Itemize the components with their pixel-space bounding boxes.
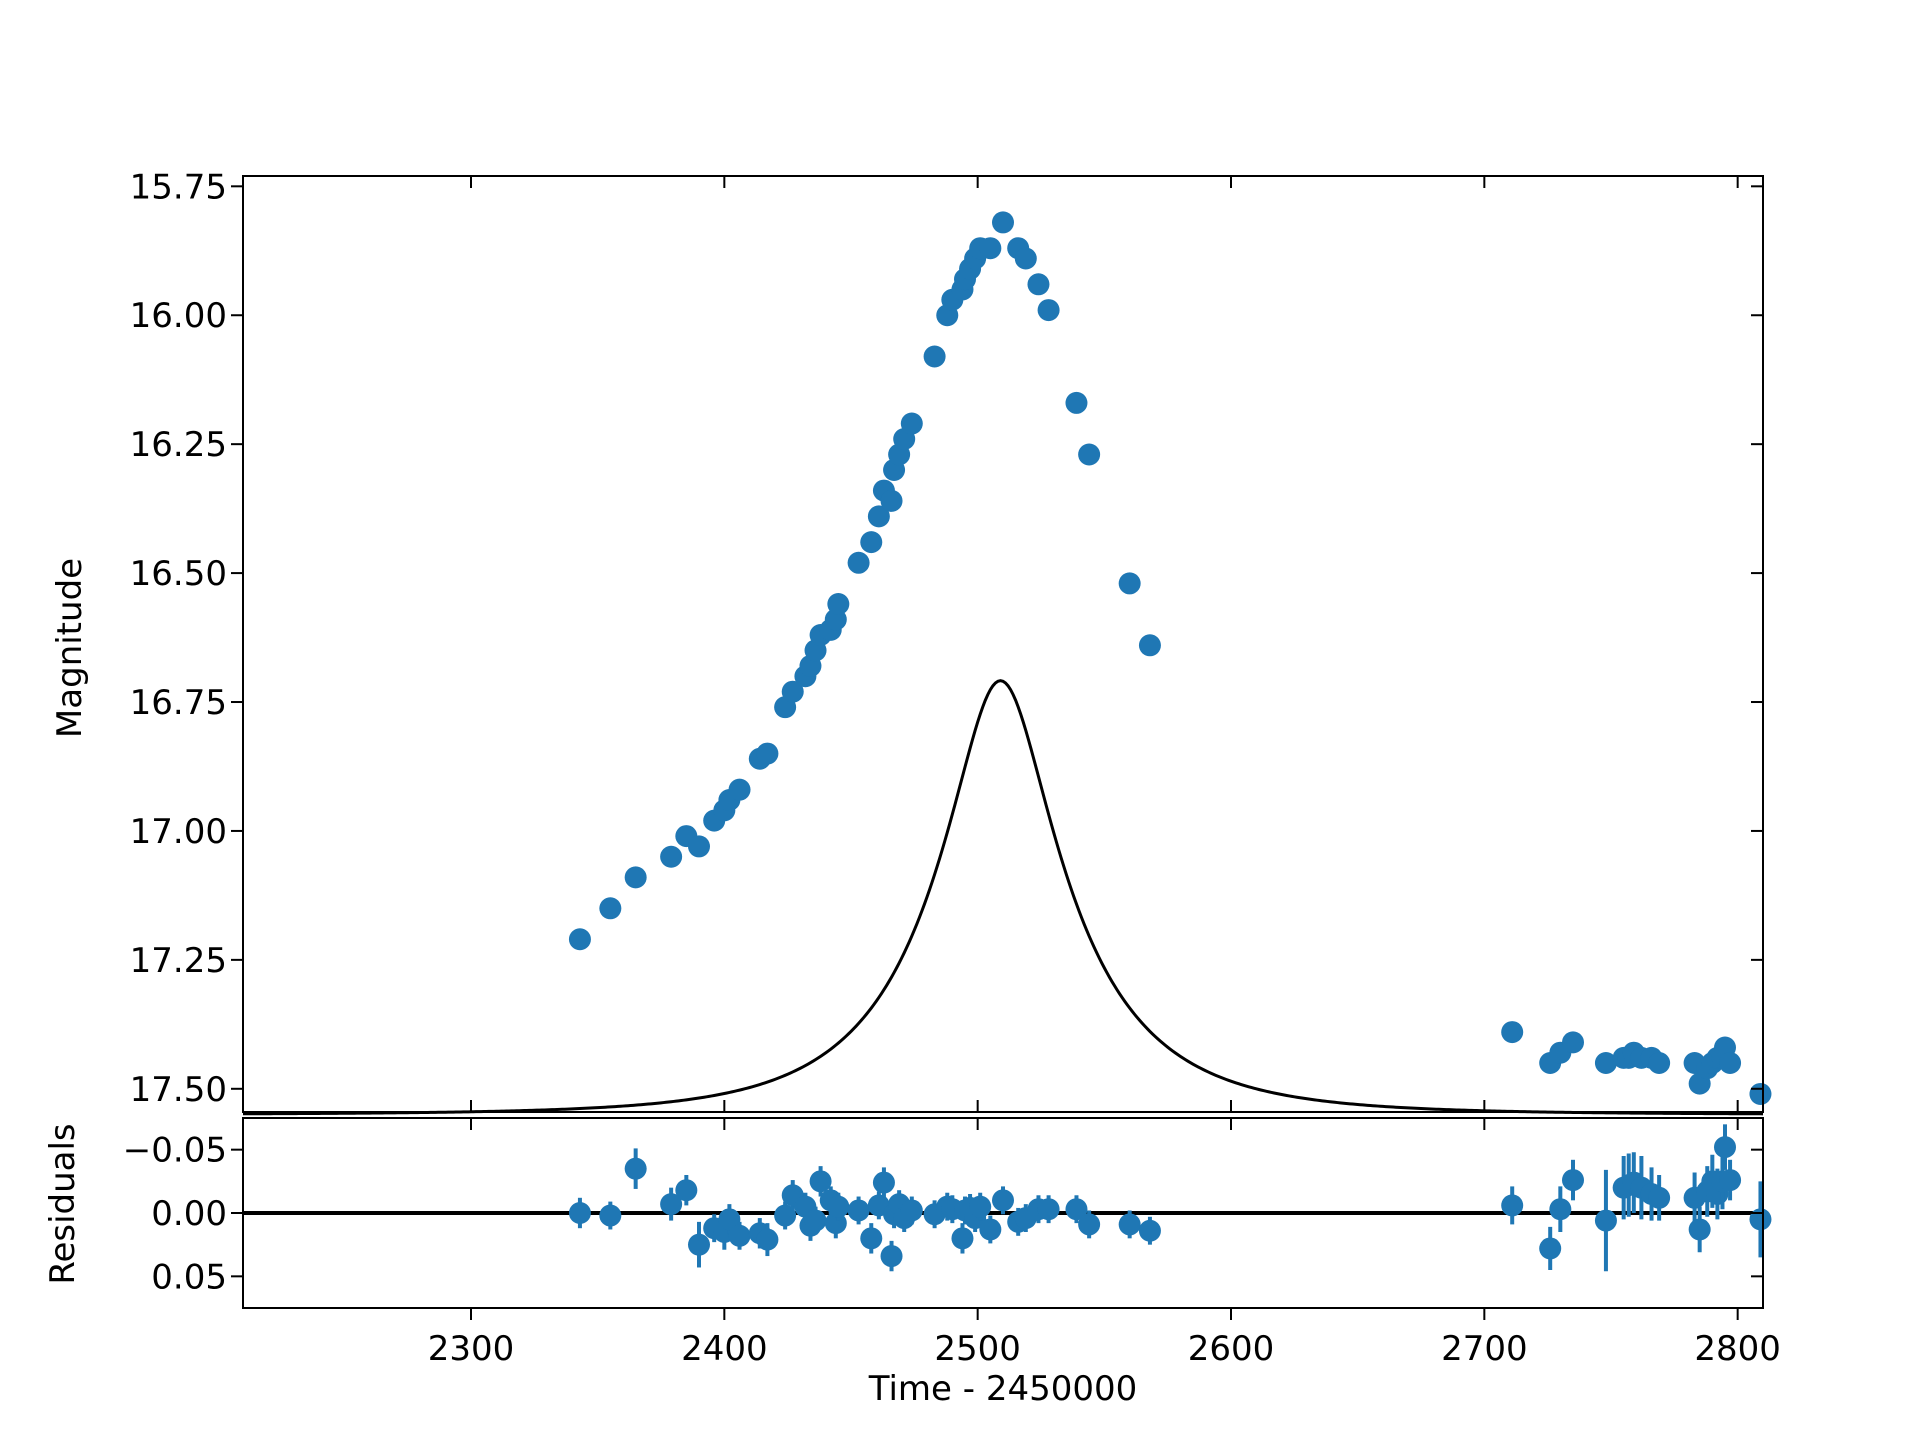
residual-point [1539,1237,1562,1260]
residual-point [1037,1198,1060,1221]
residual-points [568,1124,1772,1272]
residual-point [992,1189,1014,1212]
residual-point [900,1199,923,1222]
residual-point [718,1208,741,1231]
y-tick-label: 17.50 [130,1070,227,1110]
magnitude-point [979,237,1002,260]
magnitude-points [568,211,1772,1105]
y-tick-label: 0.00 [151,1194,227,1234]
magnitude-point [1037,299,1060,322]
residual-point [688,1233,710,1256]
y-tick-label: 16.50 [130,554,227,594]
y-tick-label: 16.00 [130,296,227,336]
y-tick-label: −0.05 [123,1131,227,1171]
residuals-axis-label: Residuals [43,1123,83,1284]
residual-point [675,1179,698,1202]
residual-point [824,1212,847,1235]
residual-point [624,1157,647,1180]
magnitude-point [1065,391,1088,414]
residual-point [1648,1186,1671,1209]
residual-point [1688,1218,1711,1241]
magnitude-point [781,680,804,703]
residuals-panel: 2300 2400 2500 2600 2700 2800 −0.05 0.00 0.05 Re… [43,1117,1781,1409]
magnitude-point [992,211,1014,234]
residual-point [1078,1213,1101,1236]
residual-point [969,1195,992,1218]
magnitude-point [867,505,890,528]
magnitude-point [1719,1052,1742,1075]
residual-point [1118,1213,1141,1236]
magnitude-point [1014,247,1037,270]
magnitude-panel: 15.75 16.00 16.25 16.50 16.75 17.00 17.25 17.50… [50,167,1772,1116]
residual-point [774,1204,797,1227]
magnitude-point [1501,1021,1524,1044]
residual-point [1594,1209,1617,1232]
magnitude-point [688,835,710,858]
residuals-axes-frame [242,1117,1764,1309]
residual-point [804,1209,827,1232]
residual-point [847,1199,870,1222]
residual-point [1065,1198,1088,1221]
magnitude-ticks: 15.75 16.00 16.25 16.50 16.75 17.00 17.25 17.50 [130,167,1763,1112]
residual-point [660,1193,683,1216]
x-tick-label: 2500 [934,1329,1021,1369]
magnitude-point [1749,1082,1772,1105]
residual-point [1714,1136,1736,1159]
magnitude-point [860,531,883,554]
magnitude-point [1648,1052,1671,1075]
magnitude-point [624,866,647,889]
y-tick-label: 16.75 [130,683,227,723]
magnitude-point [1594,1052,1617,1075]
magnitude-point [1118,572,1141,595]
residual-point [872,1171,895,1194]
magnitude-point [847,551,870,574]
magnitude-point [923,345,946,368]
residual-point [568,1202,591,1224]
x-tick-label: 2800 [1694,1329,1781,1369]
x-tick-label: 2300 [428,1329,515,1369]
residual-point [1501,1194,1524,1217]
magnitude-point [660,845,683,868]
y-tick-label: 0.05 [151,1257,227,1297]
residuals-ticks: 2300 2400 2500 2600 2700 2800 −0.05 0.00 0.05 [123,1118,1781,1369]
residual-point [827,1195,850,1218]
magnitude-point [827,593,850,616]
magnitude-point [568,928,591,951]
magnitude-point [900,412,923,435]
residual-point [1562,1169,1584,1192]
magnitude-point [1027,273,1050,296]
residual-point [1719,1169,1742,1192]
magnitude-point [880,489,903,512]
magnitude-point [1562,1031,1584,1054]
residual-point [979,1218,1002,1241]
y-tick-label: 17.00 [130,812,227,852]
magnitude-point [1138,634,1161,657]
x-tick-label: 2600 [1188,1329,1275,1369]
magnitude-axis-label: Magnitude [50,558,90,738]
magnitude-point [599,897,622,920]
magnitude-point [1078,443,1101,466]
residual-point [1549,1198,1572,1221]
magnitude-axes-frame [242,175,1764,1113]
residual-point [1749,1208,1772,1231]
residual-point [880,1245,903,1268]
residual-point [1138,1219,1161,1242]
residual-point [599,1204,622,1227]
magnitude-point [728,778,751,801]
time-axis-label: Time - 2450000 [868,1369,1138,1409]
y-tick-label: 16.25 [130,425,227,465]
residual-point [951,1227,974,1250]
y-tick-label: 17.25 [130,941,227,981]
residual-point [809,1170,832,1193]
residual-point [756,1228,779,1251]
x-tick-label: 2700 [1441,1329,1528,1369]
y-tick-label: 15.75 [130,167,227,207]
magnitude-point [756,742,779,765]
residual-point [728,1224,751,1247]
x-tick-label: 2400 [681,1329,768,1369]
residual-point [860,1227,883,1250]
